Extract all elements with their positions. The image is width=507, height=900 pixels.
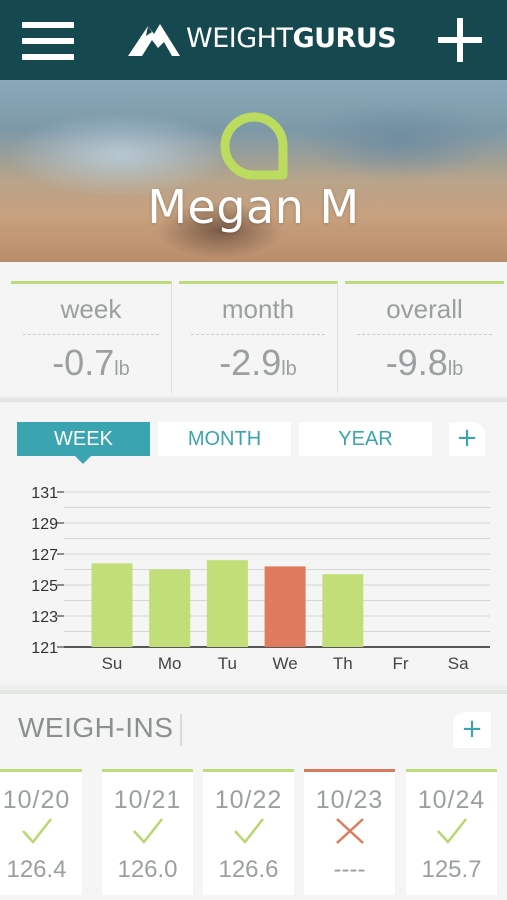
x-tick-label: Sa <box>448 654 469 673</box>
weight-change-summary: week -0.7lb month -2.9lb overall -9.8lb <box>0 262 507 396</box>
weigh-in-date: 10/24 <box>417 786 486 814</box>
y-tick-label: 131 <box>31 485 58 502</box>
stat-month[interactable]: month -2.9lb <box>179 281 338 393</box>
bar-we <box>264 566 306 647</box>
profile-hero: Megan M <box>0 80 507 262</box>
x-tick-label: Su <box>102 654 123 673</box>
stat-week[interactable]: week -0.7lb <box>11 281 172 393</box>
weigh-in-weight: ---- <box>333 856 366 883</box>
bar-th <box>322 574 364 647</box>
top-app-bar: WEIGHTGURUS <box>0 0 507 80</box>
divider <box>191 334 325 335</box>
x-tick-label: Fr <box>392 654 408 673</box>
checkmark-icon <box>133 818 163 844</box>
bar-tu <box>206 560 248 647</box>
mountain-logo-icon <box>128 24 180 56</box>
weigh-ins-section: WEIGH-INS + 10/20 126.4 10/21 126.0 10/22 126… <box>0 690 507 900</box>
cross-icon <box>336 818 364 844</box>
weigh-in-weight: 126.4 <box>6 856 67 883</box>
stat-value: -9.8lb <box>385 342 464 383</box>
weigh-in-date: 10/23 <box>315 786 384 814</box>
add-range-button[interactable]: + <box>449 422 485 456</box>
checkmark-icon <box>437 818 467 844</box>
weight-chart-card: 131 129 127 125 123 121 Su Mo Tu We Th Fr Sa WEEK MO… <box>0 398 507 685</box>
y-tick-label: 121 <box>31 640 58 657</box>
weigh-in-date: 10/22 <box>214 786 283 814</box>
section-title: WEIGH-INS <box>18 712 174 743</box>
hamburger-menu-icon[interactable] <box>22 22 74 60</box>
checkmark-icon <box>234 818 264 844</box>
app-logo: WEIGHTGURUS <box>128 18 397 58</box>
stat-label: overall <box>386 294 463 324</box>
y-tick-label: 123 <box>31 609 58 626</box>
stat-value: -2.9lb <box>219 342 297 383</box>
x-tick-label: Tu <box>218 654 237 673</box>
weigh-in-card[interactable]: 10/21 126.0 <box>102 769 193 895</box>
divider <box>357 334 492 335</box>
x-tick-label: Mo <box>158 654 182 673</box>
tab-month[interactable]: MONTH <box>158 422 291 456</box>
weigh-in-weight: 125.7 <box>421 856 482 883</box>
bar-su <box>91 563 133 647</box>
weigh-in-card[interactable]: 10/23 ---- <box>304 769 395 895</box>
y-tick-label: 127 <box>31 547 58 564</box>
stat-overall[interactable]: overall -9.8lb <box>345 281 504 393</box>
speech-bubble-avatar-icon <box>220 112 288 180</box>
tab-week[interactable]: WEEK <box>17 422 150 464</box>
x-tick-label: We <box>272 654 297 673</box>
profile-name: Megan M <box>147 180 360 234</box>
add-entry-button[interactable] <box>438 18 482 62</box>
divider <box>180 714 182 746</box>
y-tick-label: 129 <box>31 516 58 533</box>
divider <box>23 334 159 335</box>
y-tick-label: 125 <box>31 578 58 595</box>
app-logo-text: WEIGHTGURUS <box>186 22 397 54</box>
stat-value: -0.7lb <box>52 342 130 383</box>
bar-mo <box>149 569 191 647</box>
weigh-in-weight: 126.0 <box>117 856 178 883</box>
stat-label: month <box>221 294 295 324</box>
checkmark-icon <box>22 818 52 844</box>
add-weigh-in-button[interactable]: + <box>453 712 491 748</box>
stat-label: week <box>60 294 122 324</box>
tab-year[interactable]: YEAR <box>299 422 432 456</box>
weigh-in-date: 10/20 <box>2 786 71 814</box>
weigh-in-date: 10/21 <box>113 786 182 814</box>
weigh-in-card[interactable]: 10/22 126.6 <box>203 769 294 895</box>
weigh-in-card[interactable]: 10/20 126.4 <box>0 769 82 895</box>
weekly-bar-chart: 131 129 127 125 123 121 Su Mo Tu We Th Fr Sa <box>31 485 490 673</box>
x-tick-label: Th <box>333 654 353 673</box>
weigh-in-weight: 126.6 <box>218 856 279 883</box>
weigh-in-card[interactable]: 10/24 125.7 <box>406 769 497 895</box>
